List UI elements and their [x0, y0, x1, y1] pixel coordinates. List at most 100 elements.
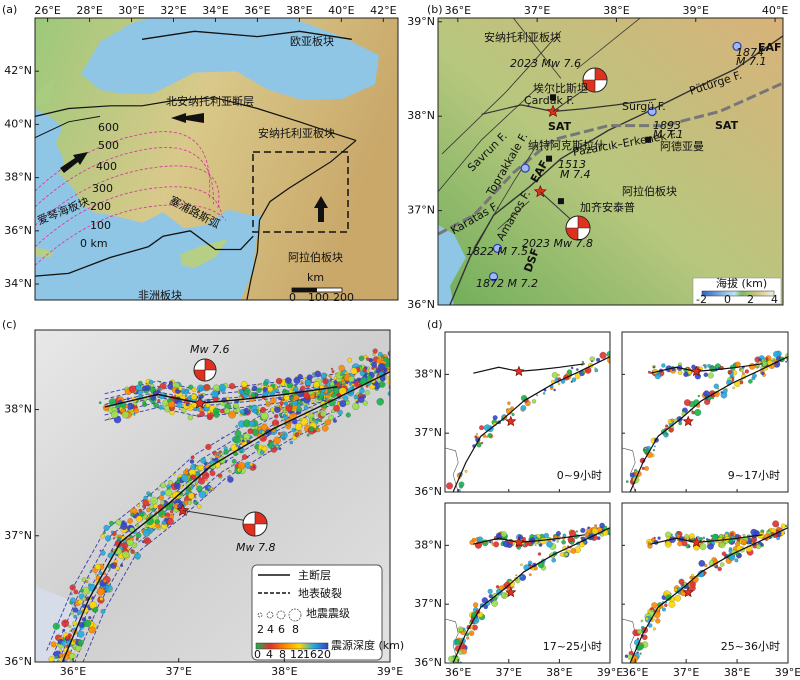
- y-tick-label: 38°N: [4, 171, 32, 184]
- x-tick-label: 36°E: [622, 666, 648, 679]
- aftershock: [507, 401, 511, 405]
- aftershock: [281, 417, 285, 421]
- aftershock: [195, 486, 198, 489]
- aftershock: [239, 437, 244, 441]
- aftershock: [142, 401, 147, 405]
- aftershock: [81, 617, 87, 622]
- map-frame: [437, 17, 784, 306]
- aftershock: [100, 609, 106, 614]
- aftershock: [780, 523, 786, 529]
- aftershock: [197, 504, 202, 509]
- aftershock: [274, 406, 281, 413]
- aftershock: [237, 401, 240, 404]
- thrust: [141, 30, 352, 40]
- aftershock: [748, 363, 756, 370]
- surface-rupture: [104, 394, 338, 416]
- y-tick-label: 36°N: [414, 656, 442, 669]
- aftershock: [115, 519, 122, 526]
- aftershock: [205, 443, 212, 451]
- aftershock: [294, 432, 300, 438]
- aftershock: [257, 441, 260, 444]
- aftershock: [263, 381, 268, 386]
- aftershock: [109, 520, 114, 526]
- study-area-box: [252, 151, 349, 233]
- aftershock: [740, 539, 747, 546]
- aftershock: [68, 625, 72, 629]
- aftershock: [320, 372, 327, 379]
- aftershock: [72, 639, 77, 643]
- aftershock: [135, 384, 142, 391]
- annotation: 地震震级: [306, 607, 350, 620]
- aftershock: [482, 434, 487, 438]
- x-tick-label: 39°E: [775, 666, 800, 679]
- north-anatolian-fault: [35, 97, 357, 141]
- aftershock: [371, 361, 377, 368]
- aftershock: [634, 470, 637, 473]
- aftershock: [308, 426, 315, 432]
- aftershock: [127, 518, 133, 524]
- aftershock: [291, 427, 296, 432]
- aftershock: [372, 348, 378, 354]
- annotation: Mw 7.8: [236, 541, 275, 554]
- aftershock: [260, 407, 266, 413]
- x-tick-label: 36°E: [244, 4, 270, 17]
- aftershock: [322, 378, 329, 385]
- panel-label: (b): [427, 3, 443, 16]
- aftershock: [665, 424, 669, 428]
- aftershock: [683, 371, 689, 377]
- aftershock: [73, 589, 79, 595]
- aftershock: [72, 621, 78, 626]
- legend-magnitude: [288, 608, 302, 622]
- aftershock: [200, 457, 207, 464]
- aftershock: [77, 599, 83, 605]
- aftershock: [520, 563, 523, 567]
- aftershock: [345, 412, 351, 418]
- aftershock: [196, 485, 203, 492]
- aftershock: [82, 596, 87, 601]
- cyprus-arc: [147, 230, 254, 251]
- aftershock: [265, 399, 268, 402]
- x-tick-label: 36°E: [60, 665, 86, 678]
- aftershock: [305, 379, 312, 386]
- aftershock: [146, 491, 151, 496]
- aftershock: [177, 477, 181, 481]
- main-fault: [104, 386, 338, 408]
- aftershock: [135, 538, 139, 542]
- annotation: 0: [289, 291, 296, 304]
- y-tick-label: 39°N: [407, 15, 435, 28]
- aftershock: [698, 560, 706, 567]
- aftershock: [473, 602, 479, 608]
- map-background: [445, 503, 610, 663]
- aftershock: [239, 450, 243, 454]
- aftershock: [187, 492, 195, 500]
- aftershock: [689, 581, 696, 588]
- aftershock: [149, 493, 153, 497]
- plate-motion-arrow: [171, 113, 204, 123]
- aftershock: [138, 508, 143, 513]
- annotation: 400: [96, 160, 117, 173]
- aftershock: [342, 395, 349, 401]
- x-tick-label: 37°E: [496, 666, 522, 679]
- aftershock: [148, 516, 151, 518]
- aftershock: [664, 603, 668, 607]
- aftershock: [653, 536, 656, 539]
- aftershock: [758, 358, 762, 362]
- aftershock: [347, 357, 352, 363]
- aftershock: [282, 398, 285, 402]
- annotation: 8: [279, 648, 286, 661]
- aftershock: [644, 466, 649, 471]
- aftershock: [120, 522, 128, 530]
- aftershock: [608, 529, 610, 534]
- aftershock: [321, 424, 329, 432]
- annotation: 0: [724, 293, 731, 306]
- aftershock: [773, 350, 780, 358]
- aftershock: [172, 472, 176, 476]
- aftershock: [131, 542, 138, 548]
- x-tick-label: 37°E: [165, 665, 191, 678]
- aftershock: [128, 385, 137, 393]
- aftershock: [323, 398, 326, 401]
- coastline: [445, 447, 459, 492]
- x-tick-label: 37°E: [524, 4, 550, 17]
- aftershock: [166, 517, 174, 525]
- aftershock: [282, 388, 287, 393]
